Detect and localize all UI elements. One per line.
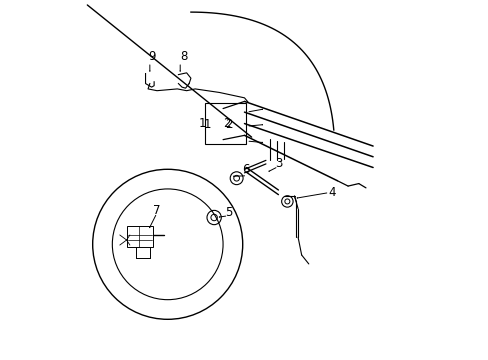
Text: 2: 2: [224, 118, 232, 131]
Text: 1: 1: [203, 118, 210, 131]
Text: 7: 7: [153, 204, 161, 217]
Text: 8: 8: [180, 50, 187, 63]
Text: 1: 1: [198, 117, 205, 130]
Text: 6: 6: [242, 163, 249, 176]
Text: 9: 9: [147, 50, 155, 63]
Bar: [126, 226, 153, 247]
Bar: [205, 103, 246, 144]
Text: 3: 3: [274, 157, 282, 170]
Text: 5: 5: [224, 206, 232, 219]
Text: 2: 2: [223, 117, 230, 130]
Text: 4: 4: [327, 186, 335, 199]
